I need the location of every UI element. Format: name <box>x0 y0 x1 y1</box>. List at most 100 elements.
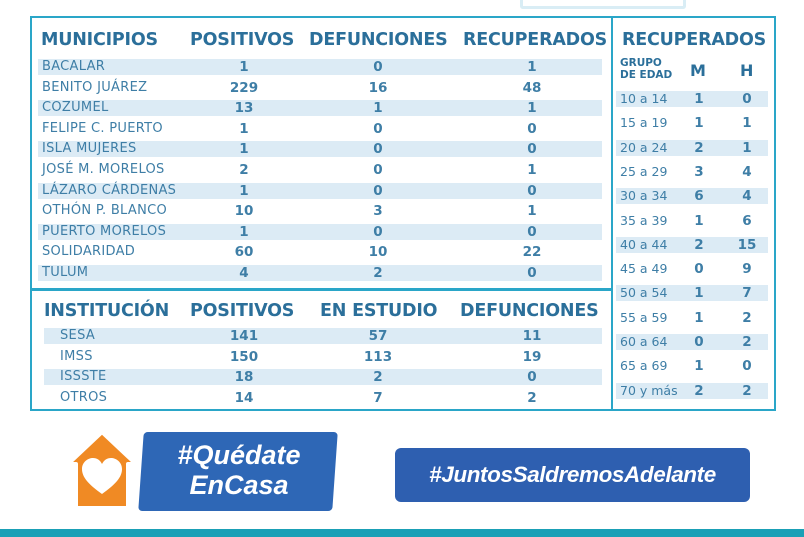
m-value: 1 <box>694 358 704 375</box>
table-row: 30 a 34 6 4 <box>616 188 768 205</box>
table-row: ISLA MUJERES 1 0 0 <box>38 141 602 158</box>
municipio-name: FELIPE C. PUERTO <box>42 120 163 136</box>
recuperados-value: 0 <box>527 120 537 137</box>
inst-positivos-value: 141 <box>229 328 259 344</box>
table-row: BACALAR 1 0 1 <box>38 59 602 75</box>
institucion-name: SESA <box>60 328 96 343</box>
en-estudio-value: 57 <box>368 328 388 344</box>
m-value: 3 <box>694 163 704 180</box>
municipio-name: SOLIDARIDAD <box>42 244 136 260</box>
table-row: JOSÉ M. MORELOS 2 0 1 <box>38 162 602 178</box>
table-row: BENITO JUÁREZ 229 16 48 <box>38 80 602 96</box>
table-row: 40 a 44 2 15 <box>616 236 768 253</box>
m-value: 2 <box>694 236 704 253</box>
table-row: 10 a 14 1 0 <box>616 91 768 107</box>
house-heart-icon <box>66 430 138 510</box>
grupo-edad: 50 a 54 <box>620 285 668 301</box>
grupo-edad: 65 a 69 <box>620 358 668 374</box>
positivos-value: 1 <box>239 59 249 75</box>
table-row: 35 a 39 1 6 <box>616 213 768 229</box>
recuperados-value: 1 <box>527 162 537 178</box>
grupo-edad: 70 y más <box>620 382 678 398</box>
table-row: 70 y más 2 2 <box>616 382 768 399</box>
defunciones-value: 10 <box>368 244 388 261</box>
header-institucion: INSTITUCIÓN <box>44 301 170 321</box>
m-value: 2 <box>694 382 704 399</box>
grupo-label-line1: GRUPO <box>620 57 662 69</box>
recuperados-por-edad-table <box>611 16 776 411</box>
h-value: 2 <box>742 334 752 350</box>
table-row: 55 a 59 1 2 <box>616 310 768 326</box>
en-estudio-value: 2 <box>373 369 383 386</box>
defunciones-value: 0 <box>373 223 383 240</box>
positivos-value: 4 <box>239 265 249 281</box>
table-row: SESA 141 57 11 <box>44 328 602 344</box>
municipio-name: ISLA MUJERES <box>42 141 137 157</box>
header-positivos: POSITIVOS <box>190 30 295 50</box>
recuperados-value: 0 <box>527 182 537 199</box>
m-value: 1 <box>694 212 704 229</box>
en-estudio-value: 113 <box>363 348 393 365</box>
m-value: 2 <box>694 139 704 156</box>
h-value: 15 <box>737 236 757 253</box>
inst-defunciones-value: 2 <box>527 389 537 406</box>
defunciones-value: 2 <box>373 265 383 281</box>
m-value: 0 <box>694 261 704 278</box>
recuperados-value: 1 <box>527 203 537 220</box>
quedate-en-casa-text: #Quédate EnCasa <box>146 440 332 500</box>
table-row: 45 a 49 0 9 <box>616 261 768 277</box>
h-value: 0 <box>742 91 752 107</box>
m-value: 1 <box>694 285 704 302</box>
grupo-edad: 60 a 64 <box>620 334 668 349</box>
defunciones-value: 0 <box>373 141 383 158</box>
defunciones-value: 0 <box>373 59 383 75</box>
inst-positivos-value: 150 <box>229 348 259 365</box>
inst-positivos-value: 18 <box>234 369 254 386</box>
positivos-value: 229 <box>229 79 259 96</box>
recuperados-value: 1 <box>527 59 537 75</box>
positivos-value: 1 <box>239 120 249 137</box>
positivos-value: 1 <box>239 141 249 158</box>
table-row: PUERTO MORELOS 1 0 0 <box>38 223 602 240</box>
municipio-name: BACALAR <box>42 59 106 74</box>
grupo-label-line2: DE EDAD <box>620 69 673 81</box>
m-value: 6 <box>694 188 704 205</box>
h-value: 1 <box>742 139 752 156</box>
defunciones-value: 0 <box>373 162 383 178</box>
defunciones-value: 1 <box>373 100 383 117</box>
h-value: 2 <box>742 309 752 326</box>
institucion-name: IMSS <box>60 348 93 364</box>
grupo-edad: 20 a 24 <box>620 139 668 155</box>
municipio-name: BENITO JUÁREZ <box>42 79 148 95</box>
recuperados-value: 0 <box>527 265 537 281</box>
table-row: 15 a 19 1 1 <box>616 115 768 131</box>
header-en-estudio: EN ESTUDIO <box>320 301 438 321</box>
grupo-edad: 45 a 49 <box>620 261 668 277</box>
h-value: 1 <box>742 115 752 132</box>
defunciones-value: 3 <box>373 203 383 220</box>
institucion-table <box>30 289 612 411</box>
grupo-edad: 10 a 14 <box>620 91 668 106</box>
table-row: 60 a 64 0 2 <box>616 334 768 350</box>
inst-defunciones-value: 11 <box>522 328 542 344</box>
table-row: COZUMEL 13 1 1 <box>38 100 602 117</box>
positivos-value: 1 <box>239 182 249 199</box>
positivos-value: 13 <box>234 100 254 117</box>
positivos-value: 2 <box>239 162 249 178</box>
bottom-bar <box>0 529 804 537</box>
recuperados-value: 1 <box>527 100 537 117</box>
municipio-name: OTHÓN P. BLANCO <box>42 203 168 219</box>
defunciones-value: 0 <box>373 120 383 137</box>
juntos-saldremos-text: #JuntosSaldremosAdelante <box>429 462 716 487</box>
h-value: 0 <box>742 358 752 375</box>
table-row: 20 a 24 2 1 <box>616 139 768 156</box>
table-row: LÁZARO CÁRDENAS 1 0 0 <box>38 182 602 199</box>
positivos-value: 60 <box>234 244 254 261</box>
grupo-edad: 40 a 44 <box>620 236 668 252</box>
h-value: 7 <box>742 285 752 302</box>
municipio-name: COZUMEL <box>42 100 109 116</box>
h-value: 9 <box>742 261 752 278</box>
m-value: 1 <box>694 91 704 107</box>
municipio-name: TULUM <box>42 265 89 280</box>
recuperados-value: 0 <box>527 223 537 240</box>
